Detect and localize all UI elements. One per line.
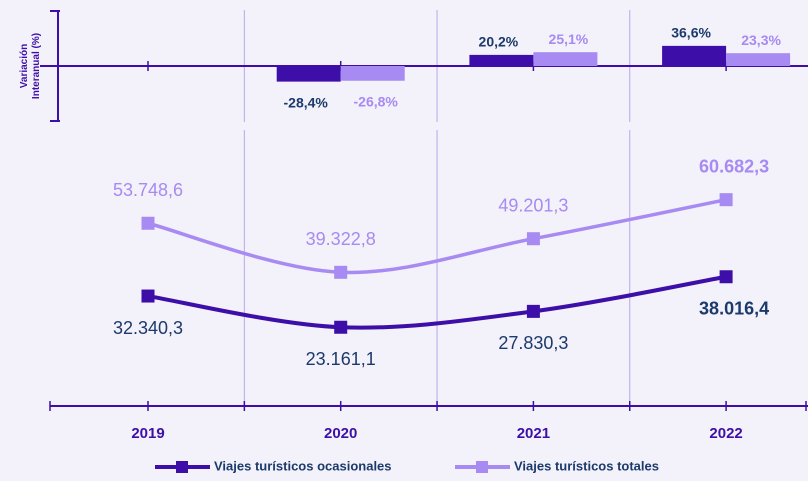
bar <box>726 53 791 66</box>
y-axis-label: VariaciónInteranual (%) <box>19 33 42 99</box>
point-label: 38.016,4 <box>699 298 769 318</box>
point-label: 49.201,3 <box>498 195 568 215</box>
point-marker <box>719 193 733 207</box>
point-marker <box>719 270 733 284</box>
legend-marker <box>176 461 188 473</box>
point-marker <box>334 320 348 334</box>
bar <box>340 66 405 81</box>
series-line <box>147 197 727 275</box>
point-label: 39.322,8 <box>306 229 376 249</box>
point-label: 53.748,6 <box>113 180 183 200</box>
bar <box>276 66 341 82</box>
x-tick-label: 2021 <box>517 425 550 442</box>
bar-label: 36,6% <box>671 25 711 41</box>
bar <box>662 45 727 66</box>
point-marker <box>334 265 348 279</box>
x-tick-label: 2022 <box>709 425 742 442</box>
bar-label: -28,4% <box>284 94 329 110</box>
point-label: 32.340,3 <box>113 318 183 338</box>
bar-label: -26,8% <box>354 93 399 109</box>
point-label: 27.830,3 <box>498 333 568 353</box>
bar <box>533 52 598 66</box>
x-tick-label: 2020 <box>324 425 357 442</box>
bar-label: 23,3% <box>741 32 781 48</box>
legend-label: Viajes turísticos totales <box>514 458 659 473</box>
point-marker <box>526 232 540 246</box>
point-marker <box>526 304 540 318</box>
series-line <box>147 274 727 330</box>
x-tick-label: 2019 <box>131 425 164 442</box>
point-marker <box>141 289 155 303</box>
point-label: 60.682,3 <box>699 156 769 176</box>
y-axis-label-line: Variación <box>19 44 30 88</box>
bar-label: 25,1% <box>549 31 589 47</box>
y-axis-label-line: Interanual (%) <box>31 33 42 99</box>
legend-marker <box>476 461 488 473</box>
point-marker <box>141 216 155 230</box>
legend-label: Viajes turísticos ocasionales <box>214 458 392 473</box>
point-label: 23.161,1 <box>306 349 376 369</box>
bar-label: 20,2% <box>479 34 519 50</box>
bar <box>469 54 534 66</box>
